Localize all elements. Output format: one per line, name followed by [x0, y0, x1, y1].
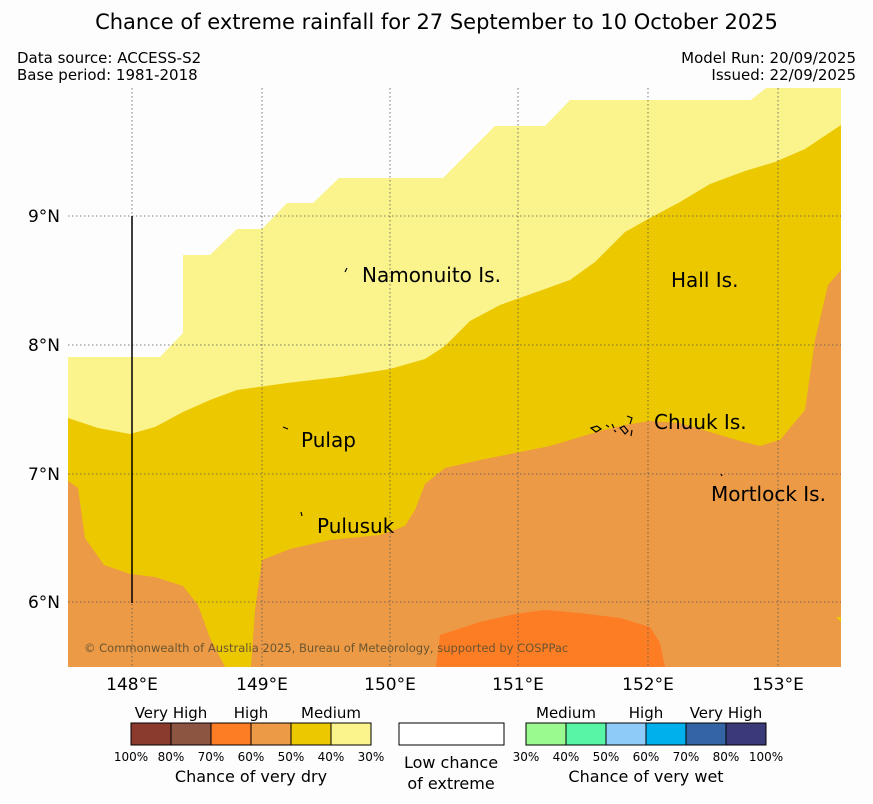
lon-tick-label: 152°E	[622, 675, 674, 695]
legend-dry-swatch	[330, 722, 372, 746]
legend-low-swatch	[398, 722, 505, 746]
lat-tick-label: 7°N	[28, 465, 60, 485]
chart-title: Chance of extreme rainfall for 27 Septem…	[95, 10, 778, 34]
place-label: Namonuito Is.	[362, 263, 501, 287]
meta-right: Model Run: 20/09/2025 Issued: 22/09/2025	[681, 50, 856, 84]
lat-tick-label: 9°N	[28, 207, 60, 227]
legend-low-line1: Low chance	[404, 753, 498, 772]
legend-dry-swatch	[130, 722, 172, 746]
legend-wet: Medium High Very High 30% 40% 50% 60% 70…	[513, 704, 783, 786]
issued-date: Issued: 22/09/2025	[711, 66, 856, 84]
legend-low-line2: of extreme	[407, 774, 494, 793]
legend-dry-swatch	[210, 722, 252, 746]
legend-dry-tick: 100%	[114, 750, 148, 764]
legend-wet-swatch	[725, 722, 767, 746]
legend-wet-swatch	[565, 722, 607, 746]
lon-tick-label: 151°E	[492, 675, 544, 695]
legend-dry-category: Very High	[135, 704, 208, 722]
region-dry-60-70	[436, 610, 665, 667]
legend-wet-tick: 50%	[593, 750, 620, 764]
legend-low: Low chance of extreme	[398, 722, 505, 793]
base-period: Base period: 1981-2018	[17, 66, 198, 84]
islands	[282, 267, 723, 517]
legend-wet-swatch	[685, 722, 727, 746]
legend-dry: Very High High Medium 100% 80% 70% 60% 5…	[114, 704, 384, 786]
legend-dry-swatch	[290, 722, 332, 746]
legend-dry-tick: 70%	[198, 750, 225, 764]
legend-dry-tick: 40%	[318, 750, 345, 764]
legend-dry-tick: 80%	[158, 750, 185, 764]
legend-wet-tick: 40%	[553, 750, 580, 764]
model-run: Model Run: 20/09/2025	[681, 49, 856, 67]
legend-dry-caption: Chance of very dry	[175, 767, 327, 786]
legend-wet-tick: 30%	[513, 750, 540, 764]
legend-dry-tick: 60%	[238, 750, 265, 764]
legend-wet-category: High	[629, 704, 663, 722]
legend-dry-tick: 30%	[358, 750, 385, 764]
lat-tick-label: 8°N	[28, 336, 60, 356]
legend-dry-tick: 50%	[278, 750, 305, 764]
lon-tick-label: 153°E	[752, 675, 804, 695]
place-label: Chuuk Is.	[654, 410, 747, 434]
place-label: Mortlock Is.	[711, 482, 826, 506]
island-mortlock-mark	[720, 473, 723, 477]
lon-tick-label: 149°E	[236, 675, 288, 695]
legend-wet-tick: 60%	[633, 750, 660, 764]
island-pulusuk-mark	[300, 511, 303, 517]
meta-left: Data source: ACCESS-S2 Base period: 1981…	[17, 50, 201, 84]
region-dry-50-60	[68, 270, 841, 667]
legend-wet-tick: 100%	[749, 750, 783, 764]
data-source: Data source: ACCESS-S2	[17, 49, 202, 67]
lat-tick-label: 6°N	[28, 593, 60, 613]
legend-wet-swatch	[605, 722, 647, 746]
lon-tick-label: 150°E	[364, 675, 416, 695]
legend-wet-category: Very High	[690, 704, 763, 722]
island-namonuito-mark	[344, 267, 348, 273]
legend-wet-category: Medium	[536, 704, 596, 722]
legend-dry-swatch	[170, 722, 212, 746]
legend-wet-caption: Chance of very wet	[568, 767, 723, 786]
axis-labels: 148°E 149°E 150°E 151°E 152°E 153°E 9°N …	[28, 207, 804, 695]
place-label: Pulap	[301, 428, 356, 452]
island-pulap-mark	[282, 426, 289, 430]
place-labels: Namonuito Is. Hall Is. Pulap Chuuk Is. M…	[301, 263, 826, 538]
legend-dry-swatch	[250, 722, 292, 746]
map-area	[68, 88, 841, 667]
legend-wet-tick: 80%	[713, 750, 740, 764]
legend-wet-tick: 70%	[673, 750, 700, 764]
legend-wet-swatch	[645, 722, 687, 746]
place-label: Hall Is.	[671, 268, 738, 292]
place-label: Pulusuk	[317, 514, 395, 538]
gridlines	[68, 88, 841, 667]
legend-dry-category: Medium	[301, 704, 361, 722]
island-chuuk-shape	[589, 415, 633, 437]
lon-tick-label: 148°E	[106, 675, 158, 695]
legend-dry-category: High	[234, 704, 268, 722]
copyright-notice: © Commonwealth of Australia 2025, Bureau…	[84, 641, 568, 655]
legend-wet-swatch	[525, 722, 567, 746]
